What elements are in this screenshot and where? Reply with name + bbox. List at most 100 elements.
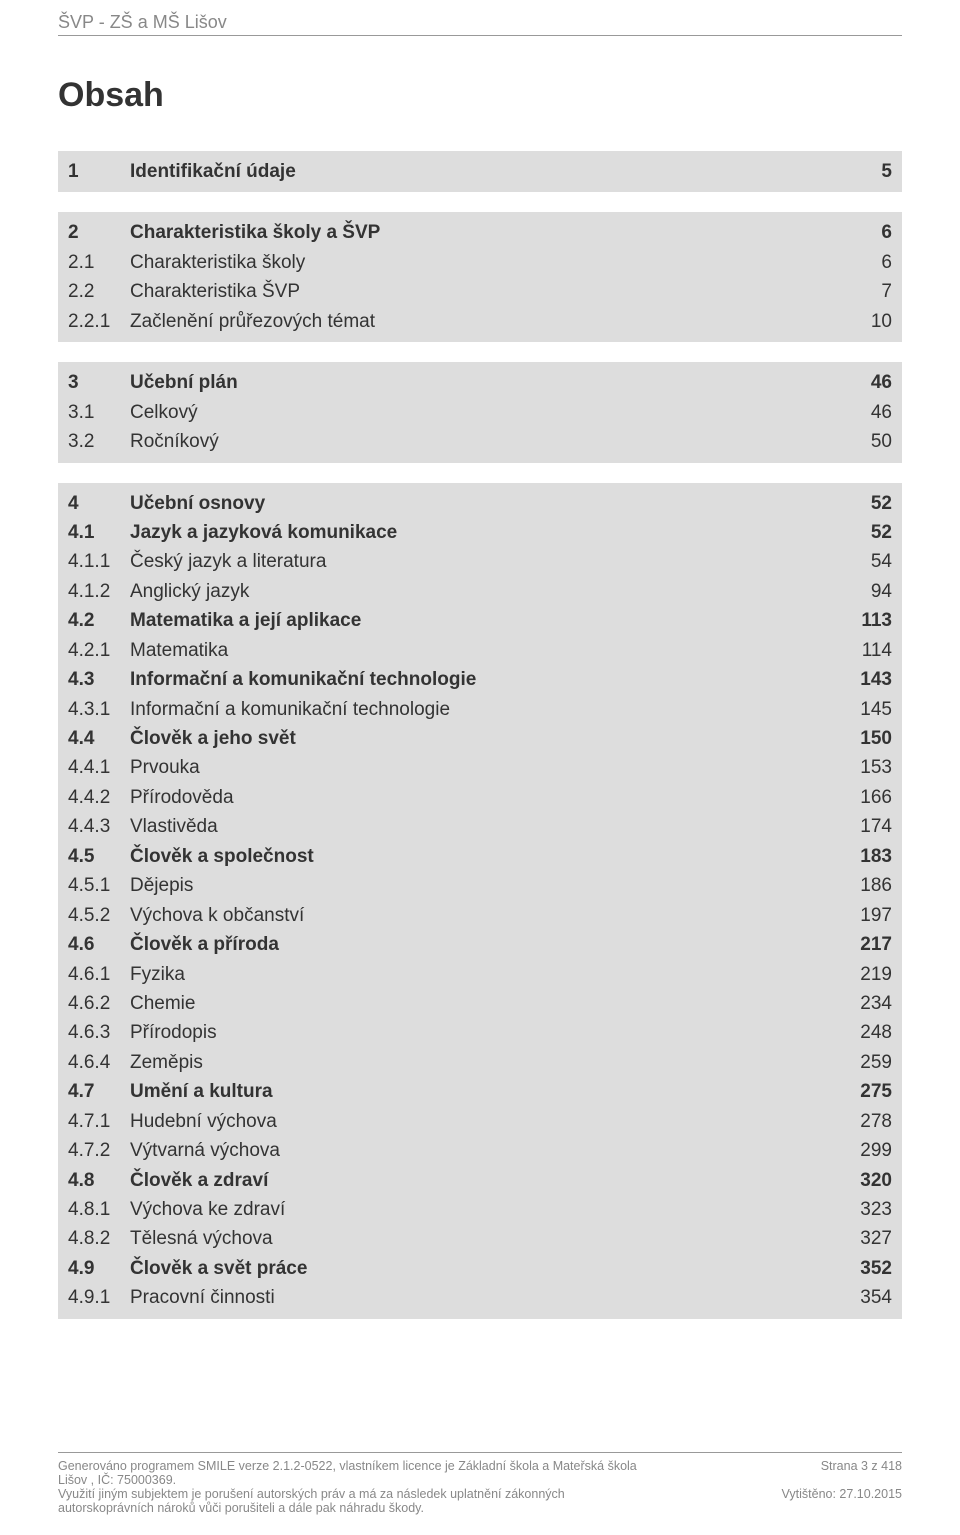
toc-row-label: Začlenění průřezových témat <box>130 307 842 336</box>
toc-row-page: 10 <box>842 307 892 336</box>
toc-row[interactable]: 4.5.1Dějepis186 <box>68 871 892 900</box>
toc-row[interactable]: 4.6.3Přírodopis248 <box>68 1018 892 1047</box>
toc-row-label: Matematika a její aplikace <box>130 606 842 635</box>
toc-row-label: Matematika <box>130 636 842 665</box>
toc-block: 4Učební osnovy524.1Jazyk a jazyková komu… <box>58 483 902 1319</box>
toc-row[interactable]: 4.5Člověk a společnost183 <box>68 842 892 871</box>
toc-row-number: 4.8.1 <box>68 1195 130 1224</box>
toc-block: 1Identifikační údaje5 <box>58 151 902 192</box>
toc-row[interactable]: 4.1.1Český jazyk a literatura54 <box>68 547 892 576</box>
toc-row[interactable]: 4.7Umění a kultura275 <box>68 1077 892 1106</box>
toc-row-page: 174 <box>842 812 892 841</box>
page: ŠVP - ZŠ a MŠ Lišov Obsah 1Identifikační… <box>0 0 960 1535</box>
toc-row[interactable]: 4.1Jazyk a jazyková komunikace52 <box>68 518 892 547</box>
toc-row-label: Pracovní činnosti <box>130 1283 842 1312</box>
toc-row[interactable]: 4.7.1Hudební výchova278 <box>68 1107 892 1136</box>
toc-row-number: 4.5 <box>68 842 130 871</box>
footer-grid: Generováno programem SMILE verze 2.1.2-0… <box>58 1459 902 1515</box>
toc-row-page: 248 <box>842 1018 892 1047</box>
toc-row[interactable]: 4.6.4Zeměpis259 <box>68 1048 892 1077</box>
toc-row[interactable]: 4Učební osnovy52 <box>68 489 892 518</box>
toc-row[interactable]: 2.1Charakteristika školy6 <box>68 248 892 277</box>
toc-row[interactable]: 4.6.2Chemie234 <box>68 989 892 1018</box>
toc-row[interactable]: 4.8.1Výchova ke zdraví323 <box>68 1195 892 1224</box>
toc-row-number: 4.5.2 <box>68 901 130 930</box>
toc-row[interactable]: 1Identifikační údaje5 <box>68 157 892 186</box>
toc-row[interactable]: 2Charakteristika školy a ŠVP6 <box>68 218 892 247</box>
toc-row-number: 4.9 <box>68 1254 130 1283</box>
toc-row-page: 114 <box>842 636 892 665</box>
toc-block: 2Charakteristika školy a ŠVP62.1Charakte… <box>58 212 902 342</box>
toc-row-label: Člověk a společnost <box>130 842 842 871</box>
toc-row-number: 4.4 <box>68 724 130 753</box>
toc-row-number: 2.2.1 <box>68 307 130 336</box>
toc-row-page: 5 <box>842 157 892 186</box>
toc-row[interactable]: 4.6Člověk a příroda217 <box>68 930 892 959</box>
toc-row-label: Informační a komunikační technologie <box>130 665 842 694</box>
toc-row-label: Dějepis <box>130 871 842 900</box>
toc-row-page: 52 <box>842 518 892 547</box>
toc-row[interactable]: 4.2.1Matematika114 <box>68 636 892 665</box>
footer-print-date: Vytištěno: 27.10.2015 <box>752 1487 902 1501</box>
toc-row[interactable]: 4.4Člověk a jeho svět150 <box>68 724 892 753</box>
toc-row[interactable]: 4.3Informační a komunikační technologie1… <box>68 665 892 694</box>
toc-row-label: Jazyk a jazyková komunikace <box>130 518 842 547</box>
footer-right: Strana 3 z 418 Vytištěno: 27.10.2015 <box>732 1459 902 1515</box>
toc-row-label: Charakteristika ŠVP <box>130 277 842 306</box>
toc-row-label: Tělesná výchova <box>130 1224 842 1253</box>
toc-row-page: 186 <box>842 871 892 900</box>
toc-row-page: 234 <box>842 989 892 1018</box>
toc-row-number: 4.4.2 <box>68 783 130 812</box>
toc-row-label: Ročníkový <box>130 427 842 456</box>
toc-row-label: Umění a kultura <box>130 1077 842 1106</box>
toc-row[interactable]: 4.8Člověk a zdraví320 <box>68 1166 892 1195</box>
toc-row-page: 278 <box>842 1107 892 1136</box>
footer-line: Využití jiným subjektem je porušení auto… <box>58 1487 732 1501</box>
toc-row-page: 352 <box>842 1254 892 1283</box>
toc-row-page: 219 <box>842 960 892 989</box>
toc-row[interactable]: 4.1.2Anglický jazyk94 <box>68 577 892 606</box>
toc-row[interactable]: 4.7.2Výtvarná výchova299 <box>68 1136 892 1165</box>
toc-row[interactable]: 2.2.1Začlenění průřezových témat10 <box>68 307 892 336</box>
toc-row-number: 4.2 <box>68 606 130 635</box>
toc-row-number: 3.1 <box>68 398 130 427</box>
footer-page-number: Strana 3 z 418 <box>752 1459 902 1473</box>
toc-row[interactable]: 3.2Ročníkový50 <box>68 427 892 456</box>
toc-row-label: Vlastivěda <box>130 812 842 841</box>
toc-row-label: Přírodopis <box>130 1018 842 1047</box>
toc-row-label: Člověk a zdraví <box>130 1166 842 1195</box>
toc-row[interactable]: 4.4.3Vlastivěda174 <box>68 812 892 841</box>
toc-row[interactable]: 4.8.2Tělesná výchova327 <box>68 1224 892 1253</box>
toc-row-number: 4.8 <box>68 1166 130 1195</box>
toc-row-number: 4.8.2 <box>68 1224 130 1253</box>
toc-row[interactable]: 4.4.1Prvouka153 <box>68 753 892 782</box>
toc-row-number: 4.6 <box>68 930 130 959</box>
footer-line: autorskoprávních nároků vůči porušiteli … <box>58 1501 732 1515</box>
toc-row-number: 4.6.4 <box>68 1048 130 1077</box>
toc-row[interactable]: 4.4.2Přírodověda166 <box>68 783 892 812</box>
toc-block: 3Učební plán463.1Celkový463.2Ročníkový50 <box>58 362 902 462</box>
toc-row-label: Člověk a svět práce <box>130 1254 842 1283</box>
toc-row-page: 327 <box>842 1224 892 1253</box>
toc-row[interactable]: 4.3.1Informační a komunikační technologi… <box>68 695 892 724</box>
toc-row-page: 299 <box>842 1136 892 1165</box>
toc-row-number: 4 <box>68 489 130 518</box>
toc-row[interactable]: 4.5.2Výchova k občanství197 <box>68 901 892 930</box>
toc-row-page: 320 <box>842 1166 892 1195</box>
toc-row[interactable]: 2.2Charakteristika ŠVP7 <box>68 277 892 306</box>
toc-row[interactable]: 4.9Člověk a svět práce352 <box>68 1254 892 1283</box>
toc-row-page: 94 <box>842 577 892 606</box>
toc-row-page: 145 <box>842 695 892 724</box>
toc-row-page: 183 <box>842 842 892 871</box>
toc-row-number: 4.3.1 <box>68 695 130 724</box>
toc-row-page: 6 <box>842 248 892 277</box>
toc-row[interactable]: 3.1Celkový46 <box>68 398 892 427</box>
toc-row[interactable]: 3Učební plán46 <box>68 368 892 397</box>
toc-row[interactable]: 4.9.1Pracovní činnosti354 <box>68 1283 892 1312</box>
toc-row-label: Výchova k občanství <box>130 901 842 930</box>
toc-row-label: Hudební výchova <box>130 1107 842 1136</box>
toc-row[interactable]: 4.2Matematika a její aplikace113 <box>68 606 892 635</box>
toc-row[interactable]: 4.6.1Fyzika219 <box>68 960 892 989</box>
toc-row-number: 4.1.1 <box>68 547 130 576</box>
spacer <box>752 1473 902 1487</box>
